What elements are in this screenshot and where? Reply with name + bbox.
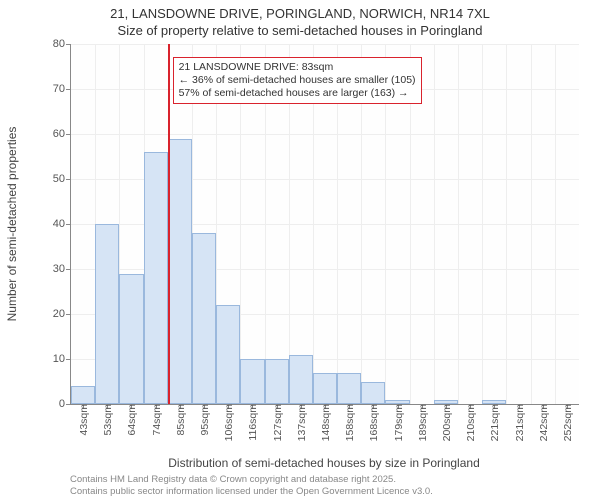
footer-line-1: Contains HM Land Registry data © Crown c… <box>70 474 433 486</box>
y-tick-label: 80 <box>53 38 71 50</box>
gridline-h <box>71 44 579 45</box>
y-tick-label: 0 <box>59 398 71 410</box>
x-tick-label: 148sqm <box>318 404 332 441</box>
x-tick-label: 53sqm <box>100 404 114 436</box>
histogram-bar <box>192 233 216 404</box>
gridline-v <box>506 44 507 404</box>
annotation-line: 21 LANSDOWNE DRIVE: 83sqm <box>179 61 416 74</box>
histogram-bar <box>71 386 95 404</box>
x-tick-label: 168sqm <box>366 404 380 441</box>
x-tick-label: 158sqm <box>342 404 356 441</box>
y-tick-label: 50 <box>53 173 71 185</box>
histogram-bar <box>289 355 313 405</box>
y-tick-label: 70 <box>53 83 71 95</box>
y-tick-label: 40 <box>53 218 71 230</box>
footer-line-2: Contains public sector information licen… <box>70 486 433 498</box>
y-tick-label: 30 <box>53 263 71 275</box>
x-tick-label: 210sqm <box>463 404 477 441</box>
histogram-bar <box>95 224 119 404</box>
gridline-v <box>555 44 556 404</box>
title-line-1: 21, LANSDOWNE DRIVE, PORINGLAND, NORWICH… <box>0 6 600 23</box>
y-tick-label: 10 <box>53 353 71 365</box>
x-tick-label: 221sqm <box>487 404 501 441</box>
annotation-line: 57% of semi-detached houses are larger (… <box>179 87 416 100</box>
gridline-v <box>531 44 532 404</box>
y-tick-label: 20 <box>53 308 71 320</box>
histogram-bar <box>144 152 168 404</box>
plot-area: 0102030405060708043sqm53sqm64sqm74sqm85s… <box>70 44 579 405</box>
histogram-bar <box>168 139 192 405</box>
histogram-bar <box>313 373 337 405</box>
chart-container: 21, LANSDOWNE DRIVE, PORINGLAND, NORWICH… <box>0 0 600 500</box>
x-tick-label: 85sqm <box>173 404 187 436</box>
x-tick-label: 106sqm <box>221 404 235 441</box>
x-tick-label: 116sqm <box>245 404 259 441</box>
gridline-v <box>482 44 483 404</box>
x-tick-label: 43sqm <box>76 404 90 436</box>
title-block: 21, LANSDOWNE DRIVE, PORINGLAND, NORWICH… <box>0 0 600 44</box>
histogram-bar <box>216 305 240 404</box>
histogram-bar <box>119 274 143 405</box>
annotation-box: 21 LANSDOWNE DRIVE: 83sqm← 36% of semi-d… <box>173 57 422 104</box>
x-tick-label: 95sqm <box>197 404 211 436</box>
gridline-h <box>71 134 579 135</box>
x-tick-label: 127sqm <box>270 404 284 441</box>
annotation-line: ← 36% of semi-detached houses are smalle… <box>179 74 416 87</box>
x-tick-label: 74sqm <box>149 404 163 436</box>
histogram-bar <box>240 359 264 404</box>
x-tick-label: 137sqm <box>294 404 308 441</box>
x-tick-label: 64sqm <box>124 404 138 436</box>
x-tick-label: 252sqm <box>560 404 574 441</box>
x-tick-label: 179sqm <box>391 404 405 441</box>
histogram-bar <box>337 373 361 405</box>
histogram-bar <box>265 359 289 404</box>
x-tick-label: 200sqm <box>439 404 453 441</box>
x-tick-label: 242sqm <box>536 404 550 441</box>
x-tick-label: 231sqm <box>512 404 526 441</box>
title-line-2: Size of property relative to semi-detach… <box>0 23 600 40</box>
x-axis-label: Distribution of semi-detached houses by … <box>70 456 578 470</box>
gridline-v <box>458 44 459 404</box>
y-axis-label: Number of semi-detached properties <box>5 127 19 322</box>
y-tick-label: 60 <box>53 128 71 140</box>
x-tick-label: 189sqm <box>415 404 429 441</box>
reference-line <box>168 44 170 404</box>
gridline-v <box>434 44 435 404</box>
histogram-bar <box>361 382 385 405</box>
footer-attribution: Contains HM Land Registry data © Crown c… <box>70 474 433 499</box>
